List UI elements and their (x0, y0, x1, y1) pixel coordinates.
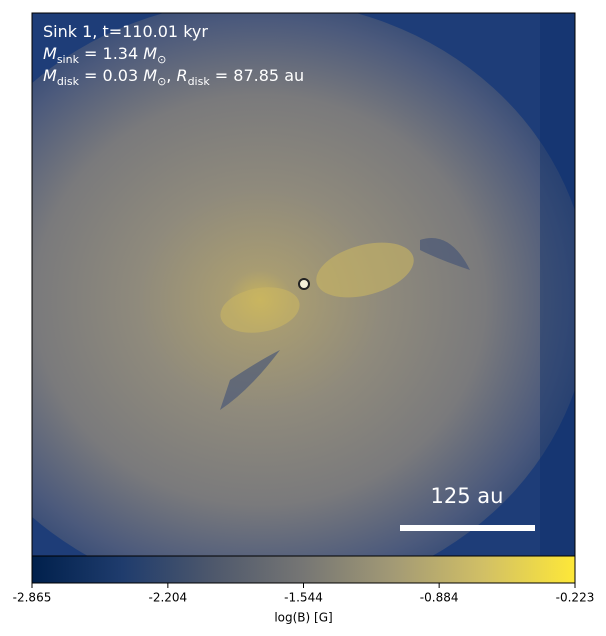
annotation: Sink 1, t=110.01 kyr (43, 22, 208, 41)
colorbar-tick-label: -1.544 (284, 591, 323, 605)
field-image (32, 13, 575, 556)
scale-bar-label: 125 au (431, 484, 504, 508)
annotation: Msink = 1.34 M⊙ (43, 44, 166, 66)
colorbar-label: log(B) [G] (274, 611, 332, 625)
colorbar-tick-label: -0.884 (420, 591, 459, 605)
annotation: Mdisk = 0.03 M⊙, Rdisk = 87.85 au (43, 66, 304, 88)
sink-marker (298, 278, 310, 290)
colorbar-tick-label: -0.223 (556, 591, 595, 605)
colorbar-tick-label: -2.204 (149, 591, 188, 605)
scale-bar (400, 525, 535, 531)
colorbar (31, 555, 576, 584)
colorbar-tick-label: -2.865 (13, 591, 52, 605)
